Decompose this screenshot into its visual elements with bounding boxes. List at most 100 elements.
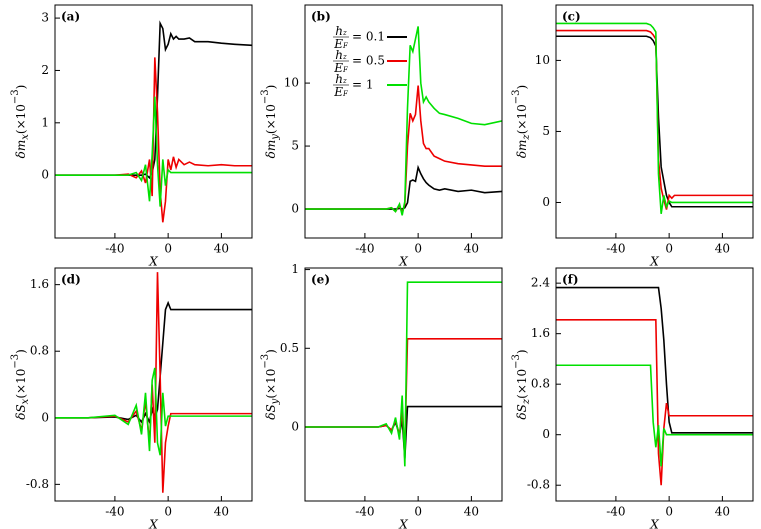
y-label-sub: x: [20, 398, 31, 404]
y-tick-label: 0: [41, 168, 49, 182]
lines: [55, 20, 252, 223]
y-tick-label: 0: [542, 195, 550, 209]
y-tick-label: 0: [291, 202, 299, 216]
y-axis-label: δSx(×10−3): [10, 349, 31, 420]
x-tick-label: 0: [414, 505, 422, 519]
legend-fraction-den: EF: [333, 37, 349, 51]
x-axis-label: X: [649, 255, 659, 269]
series-line: [556, 29, 753, 210]
legend-label: = 0.5: [352, 54, 385, 68]
series-line: [556, 364, 753, 467]
y-label-end: ): [14, 349, 28, 354]
y-tick-label: 10: [535, 53, 550, 67]
x-tick-label: -40: [606, 505, 625, 519]
y-tick-label: 0: [542, 427, 550, 441]
series-line: [55, 96, 252, 207]
y-label-main: δm: [264, 140, 278, 159]
x-axis-label: X: [398, 518, 408, 529]
x-tick-label: -40: [105, 242, 124, 256]
x-tick-label: 0: [164, 505, 172, 519]
panel-label: (c): [562, 10, 581, 24]
y-tick-label: -0.8: [527, 478, 550, 492]
y-label-exp: −3: [10, 89, 21, 104]
y-label-exp: −3: [10, 354, 21, 369]
x-tick-label: 0: [665, 242, 673, 256]
legend-label: = 1: [352, 78, 374, 92]
y-label-exp: −3: [511, 354, 522, 369]
x-tick-label: 40: [214, 505, 229, 519]
legend-den: E: [333, 37, 343, 51]
y-tick-label: 2: [41, 63, 49, 77]
plot-frame: [304, 267, 503, 502]
x-tick-label: 0: [414, 242, 422, 256]
panel-label: (f): [562, 273, 579, 287]
x-tick-label: 40: [214, 242, 229, 256]
legend-num-sub: z: [342, 77, 347, 85]
y-tick-label: 1: [291, 262, 299, 276]
y-tick-label: 0.5: [280, 341, 299, 355]
legend-den-sub: F: [342, 42, 349, 50]
lines: [305, 281, 502, 467]
lines: [55, 272, 252, 493]
legend-fraction-num: hz: [335, 48, 347, 62]
plot-frame: [555, 4, 754, 239]
y-label-exp: −3: [511, 90, 522, 105]
lines: [556, 286, 753, 486]
y-tick-label: 1.6: [30, 277, 49, 291]
series-line: [55, 57, 252, 223]
series-line: [305, 26, 502, 216]
y-tick-label: 2.4: [531, 276, 550, 290]
y-label-factor: (×10: [515, 104, 529, 134]
series-line: [556, 318, 753, 486]
series-line: [305, 281, 502, 467]
y-tick-label: 5: [291, 139, 299, 153]
legend-num: h: [335, 72, 343, 86]
series-line: [305, 164, 502, 210]
y-tick-label: 10: [284, 76, 299, 90]
x-tick-label: -40: [606, 242, 625, 256]
y-label-exp: −3: [260, 354, 271, 369]
y-label-end: ): [515, 349, 529, 354]
y-label-factor: (×10: [264, 104, 278, 134]
y-label-sub: z: [521, 398, 532, 405]
panel-label: (e): [311, 273, 330, 287]
x-tick-label: 0: [665, 505, 673, 519]
x-tick-label: -40: [105, 505, 124, 519]
lines: [556, 22, 753, 214]
x-axis-label: X: [148, 518, 158, 529]
x-tick-label: -40: [355, 242, 374, 256]
y-axis-label: δSy(×10−3): [260, 349, 281, 420]
y-tick-label: 0: [41, 410, 49, 424]
y-label-factor: (×10: [14, 369, 28, 399]
legend-den-sub: F: [342, 66, 349, 74]
y-label-main: δm: [515, 140, 529, 159]
lines: [305, 26, 502, 216]
y-axis-label: δmy(×10−3): [260, 85, 281, 159]
legend-den-sub: F: [342, 90, 349, 98]
y-label-end: ): [264, 85, 278, 90]
y-tick-label: 1: [41, 115, 49, 129]
series-line: [305, 85, 502, 216]
y-label-main: δS: [515, 404, 529, 419]
y-tick-label: 1.6: [531, 326, 550, 340]
plot-frame: [54, 4, 253, 239]
y-axis-label: δmx(×10−3): [10, 85, 31, 159]
series-line: [556, 22, 753, 214]
series-line: [55, 367, 252, 456]
panel-label: (a): [61, 10, 80, 24]
legend-den: E: [333, 61, 343, 75]
legend-fraction-num: hz: [335, 72, 347, 86]
y-label-factor: (×10: [515, 369, 529, 399]
legend-den: E: [333, 85, 343, 99]
y-tick-label: 5: [542, 124, 550, 138]
plot-frame: [304, 4, 503, 239]
series-line: [556, 35, 753, 208]
x-axis-label: X: [649, 518, 659, 529]
x-tick-label: -40: [355, 505, 374, 519]
legend-fraction-den: EF: [333, 85, 349, 99]
y-label-end: ): [14, 85, 28, 90]
